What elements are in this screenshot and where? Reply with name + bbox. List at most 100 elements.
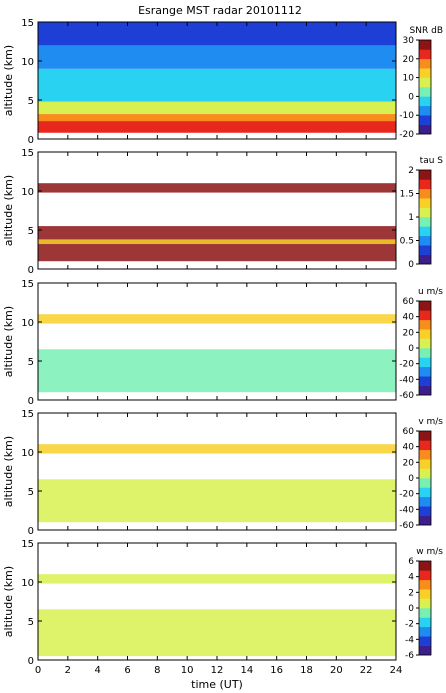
x-tick-label: 8 [154,665,160,676]
data-layer-w-1 [38,574,396,583]
y-tick-label: 10 [21,187,34,198]
colorbar-segment [419,339,431,349]
y-tick-label: 0 [28,265,34,276]
colorbar-segment [419,49,431,59]
x-axis-label: time (UT) [191,678,243,691]
y-axis-label: altitude (km) [2,45,15,116]
y-tick-label: 5 [28,357,34,368]
colorbar-segment [419,497,431,507]
y-tick-label: 10 [21,448,34,459]
colorbar-segment [419,115,431,125]
colorbar-segment [419,357,431,367]
colorbar-segment [419,589,431,599]
colorbar-tick-label: 60 [403,427,415,437]
colorbar-segment [419,459,431,469]
data-layer-tau-1 [38,239,396,244]
colorbar-segment [419,226,431,236]
colorbar-tick-label: -20 [399,360,414,370]
colorbar-segment [419,348,431,358]
colorbar-tick-label: 2 [408,166,414,176]
colorbar-segment [419,301,431,311]
colorbar-segment [419,217,431,227]
data-layer-w-0 [38,609,396,656]
x-tick-label: 20 [330,665,343,676]
y-tick-label: 0 [28,526,34,537]
data-layer-snr-3 [38,69,396,102]
colorbar-segment [419,208,431,218]
colorbar-segment [419,570,431,580]
x-tick-label: 10 [181,665,194,676]
colorbar-tick-label: -10 [399,111,414,121]
data-layer-u-0 [38,349,396,392]
colorbar-tick-label: -40 [399,375,414,385]
colorbar-tick-label: 10 [403,74,415,84]
data-layer-v-0 [38,479,396,522]
colorbar-segment [419,478,431,488]
colorbar-tick-label: -20 [399,130,414,140]
x-tick-label: 18 [300,665,313,676]
colorbar-segment [419,599,431,609]
colorbar-segment [419,245,431,255]
colorbar-tick-label: 6 [408,557,414,567]
colorbar-segment [419,580,431,590]
colorbar-tick-label: 20 [403,328,415,338]
data-layer-tau-2 [38,183,396,192]
data-layer-snr-0 [38,121,396,133]
colorbar-tick-label: 1 [408,213,414,223]
y-axis-label: altitude (km) [2,566,15,637]
colorbar-tick-label: 40 [403,443,415,453]
colorbar-segment [419,87,431,97]
colorbar-label: SNR dB [410,26,443,36]
colorbar-tick-label: -6 [405,651,414,661]
colorbar-segment [419,608,431,618]
colorbar-segment [419,170,431,180]
colorbar-label: v m/s [418,417,443,427]
y-axis-label: altitude (km) [2,175,15,246]
colorbar-segment [419,440,431,450]
colorbar-tick-label: 0.5 [400,237,414,247]
y-tick-label: 5 [28,226,34,237]
colorbar-segment [419,310,431,320]
y-axis-label: altitude (km) [2,436,15,507]
x-tick-label: 4 [94,665,100,676]
colorbar-segment [419,106,431,116]
colorbar-segment [419,78,431,88]
x-tick-label: 0 [35,665,41,676]
colorbar-segment [419,627,431,637]
colorbar-label: u m/s [418,287,443,297]
x-tick-label: 16 [270,665,283,676]
colorbar-tick-label: 20 [403,55,415,65]
y-tick-label: 15 [21,18,34,29]
y-axis-label: altitude (km) [2,306,15,377]
y-tick-label: 10 [21,318,34,329]
y-tick-label: 5 [28,96,34,107]
colorbar-tick-label: 4 [408,573,414,583]
colorbar-tick-label: 0 [408,344,414,354]
y-tick-label: 0 [28,656,34,667]
y-tick-label: 10 [21,578,34,589]
y-tick-label: 0 [28,396,34,407]
colorbar-tick-label: -2 [405,620,414,630]
colorbar-segment [419,59,431,69]
colorbar-segment [419,189,431,199]
y-tick-label: 15 [21,148,34,159]
colorbar-segment [419,179,431,189]
colorbar-segment [419,636,431,646]
y-tick-label: 15 [21,539,34,550]
x-tick-label: 24 [390,665,403,676]
x-tick-label: 2 [65,665,71,676]
y-tick-label: 15 [21,409,34,420]
colorbar-segment [419,376,431,386]
colorbar-tick-label: 2 [408,588,414,598]
y-tick-label: 5 [28,617,34,628]
colorbar-segment [419,516,431,526]
colorbar-tick-label: 20 [403,458,415,468]
colorbar-tick-label: -60 [399,521,414,531]
x-tick-label: 12 [211,665,224,676]
data-layer-snr-2 [38,102,396,114]
panel-tau: 0 5 10 15 altitude (km) tau S 2 1.5 1 0.5 0 [2,148,443,276]
panel-v: 051015altitude (km)v m/s6040200-20-40-60 [2,409,443,537]
x-tick-label: 22 [360,665,373,676]
